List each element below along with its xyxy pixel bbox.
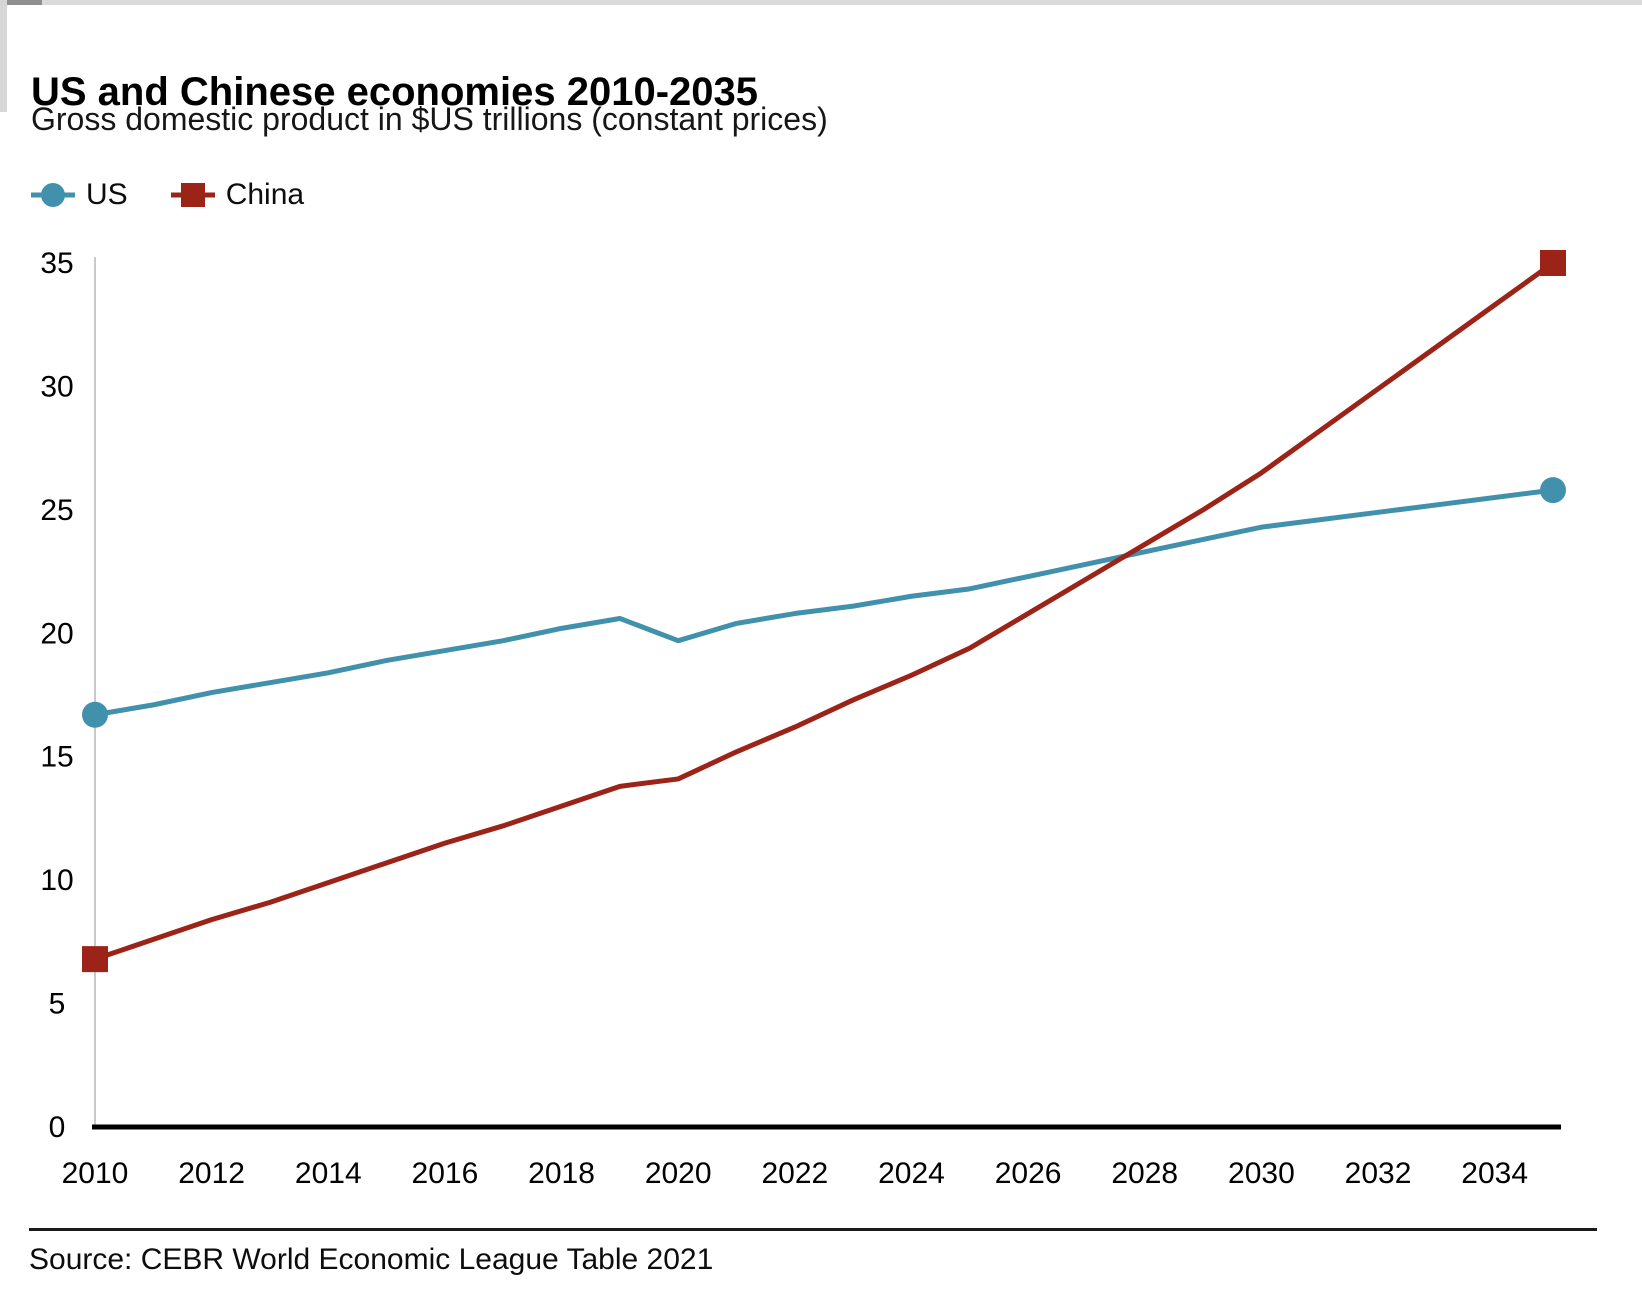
x-tick-label: 2030 — [1228, 1157, 1295, 1190]
china-endpoint-marker — [82, 946, 108, 973]
china-line — [94, 260, 1555, 962]
x-tick-label: 2012 — [178, 1157, 245, 1190]
x-tick-label: 2024 — [878, 1157, 945, 1190]
source-text: Source: CEBR World Economic League Table… — [29, 1243, 714, 1276]
y-tick-label: 25 — [40, 494, 73, 527]
x-tick-label: 2022 — [761, 1157, 828, 1190]
x-tick-label: 2032 — [1345, 1157, 1412, 1190]
legend-item-china: China — [170, 178, 304, 212]
legend: US China — [30, 178, 304, 212]
y-tick-label: 35 — [40, 247, 73, 280]
y-tick-label: 30 — [40, 370, 73, 403]
legend-label-us: US — [86, 178, 128, 211]
window-top-edge — [0, 0, 1642, 5]
y-tick-label: 20 — [40, 617, 73, 650]
x-tick-label: 2028 — [1111, 1157, 1178, 1190]
x-tick-label: 2020 — [645, 1157, 712, 1190]
legend-item-us: US — [30, 178, 128, 212]
chart-subtitle: Gross domestic product in $US trillions … — [31, 101, 828, 137]
y-tick-label: 5 — [49, 988, 66, 1021]
china-endpoint-marker — [1540, 250, 1566, 276]
x-tick-label: 2018 — [528, 1157, 595, 1190]
y-tick-label: 15 — [40, 741, 73, 774]
legend-label-china: China — [225, 178, 305, 211]
chart-title: US and Chinese economies 2010-2035 — [31, 69, 758, 114]
us-endpoint-marker — [82, 701, 108, 728]
x-tick-label: 2026 — [995, 1157, 1062, 1190]
china-line-marker-icon — [170, 183, 215, 207]
us-line-marker-icon — [31, 183, 75, 207]
x-tick-label: 2034 — [1461, 1157, 1528, 1190]
footer-divider — [29, 1228, 1597, 1231]
x-tick-label: 2010 — [62, 1157, 129, 1190]
us-line — [94, 487, 1554, 718]
x-tick-label: 2016 — [412, 1157, 479, 1190]
us-endpoint-marker — [1540, 477, 1566, 504]
window-left-edge — [0, 0, 7, 112]
y-tick-label: 0 — [49, 1111, 66, 1144]
y-tick-label: 10 — [40, 864, 73, 897]
x-tick-label: 2014 — [295, 1157, 362, 1190]
